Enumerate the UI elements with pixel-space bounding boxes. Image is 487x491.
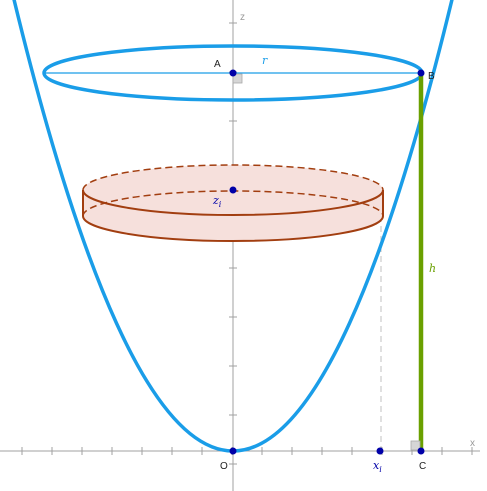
right-angle-marker-c: [410, 440, 421, 451]
label-h: h: [429, 262, 436, 275]
label-zi: zi: [212, 194, 222, 209]
disk-slice-body: [83, 165, 383, 241]
disk-slice: [82, 164, 384, 242]
point-zi: [229, 186, 237, 194]
right-angle-marker-a: [232, 73, 243, 84]
point-o: [229, 447, 237, 455]
label-c: C: [419, 461, 426, 472]
label-a: A: [214, 59, 221, 70]
point-b: [417, 69, 425, 77]
disk-slice-top-front: [82, 189, 384, 216]
label-o: O: [220, 461, 228, 472]
z-axis-label: z: [240, 12, 245, 23]
point-c: [417, 447, 425, 455]
label-xi: xi: [373, 459, 382, 474]
point-xi: [376, 447, 384, 455]
disk-slice-bottom-front: [82, 215, 384, 242]
disk-slice-top-back: [82, 164, 384, 191]
label-r: r: [262, 54, 268, 67]
label-b: B: [428, 71, 435, 82]
x-axis-label: x: [470, 438, 475, 449]
point-a: [229, 69, 237, 77]
